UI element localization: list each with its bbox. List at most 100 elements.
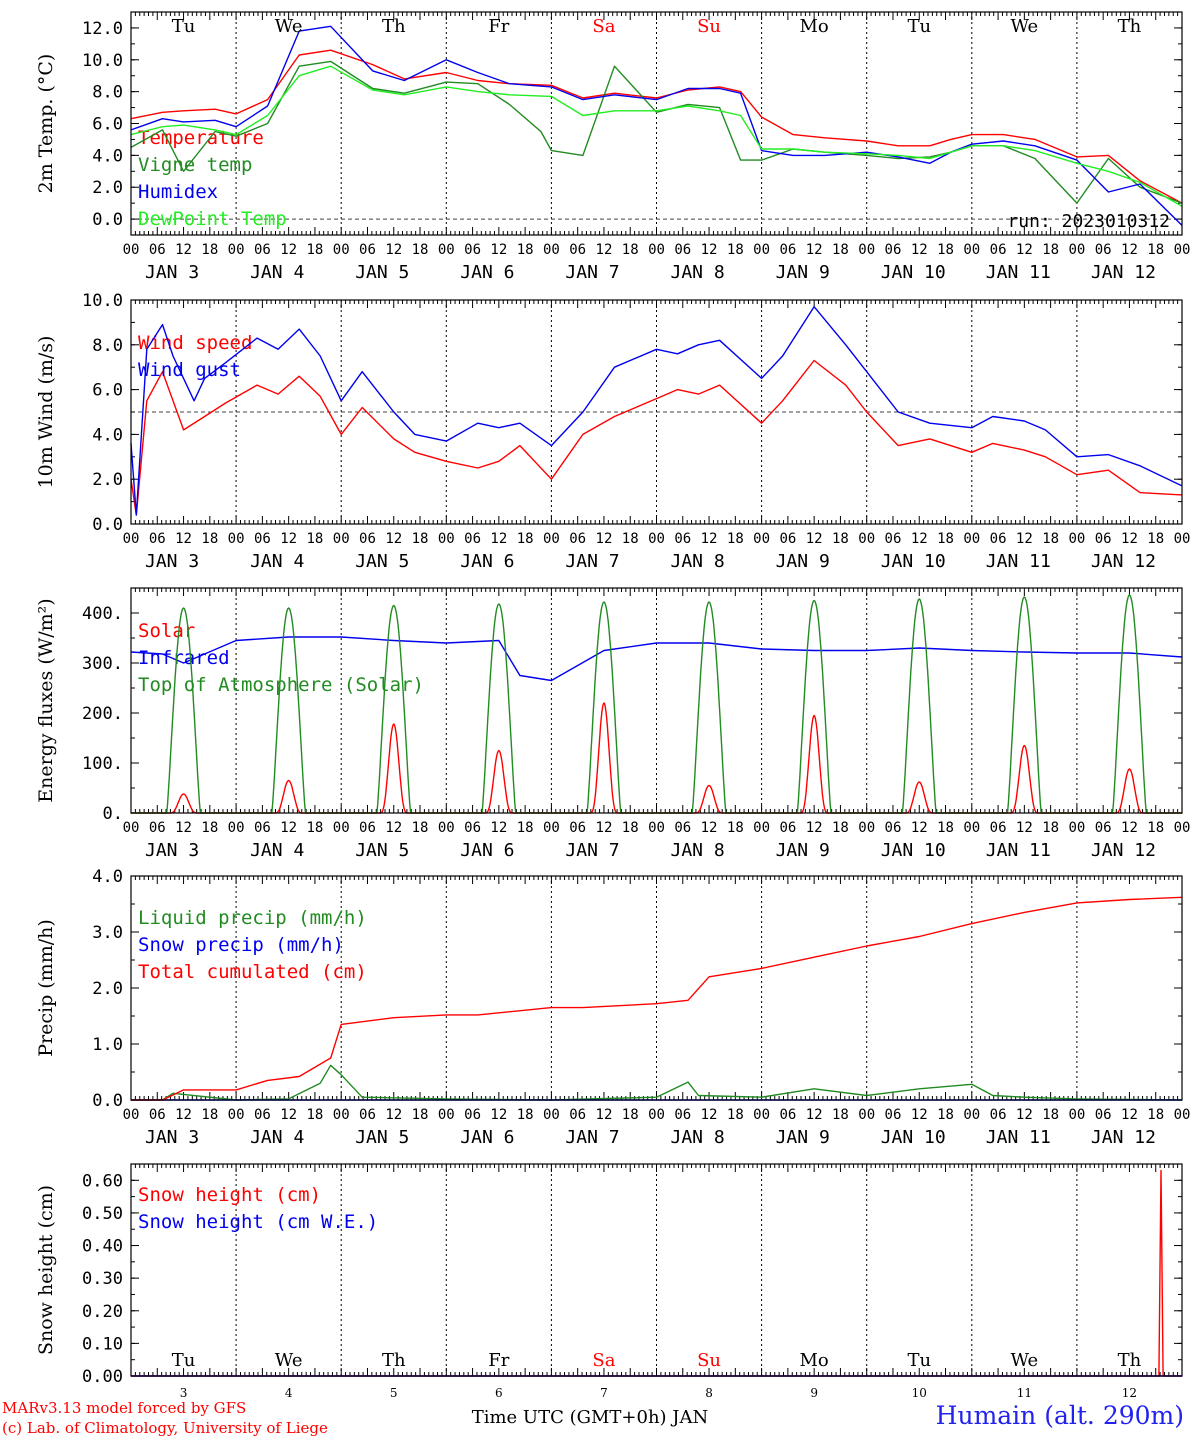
hour-tick-label: 12	[490, 531, 507, 547]
y-tick-label: 6.0	[92, 381, 123, 401]
day-number-label: 9	[810, 1386, 818, 1400]
hour-tick-label: 18	[937, 820, 954, 836]
legend-entry: Snow height (cm W.E.)	[138, 1211, 378, 1233]
day-number-label: 8	[705, 1386, 713, 1400]
date-label: JAN 5	[355, 551, 409, 572]
day-number-label: 4	[285, 1386, 293, 1400]
hour-tick-label: 18	[832, 820, 849, 836]
hour-tick-label: 12	[175, 820, 192, 836]
hour-tick-label: 00	[753, 820, 770, 836]
day-number-label: 10	[912, 1386, 927, 1400]
hour-tick-label: 00	[228, 531, 245, 547]
hour-tick-label: 06	[569, 531, 586, 547]
hour-tick-label: 12	[1121, 1107, 1138, 1123]
legend-entry: Solar	[138, 620, 195, 642]
series-line	[130, 65, 1183, 207]
y-tick-label: 10.0	[82, 51, 123, 71]
hour-tick-label: 00	[858, 820, 875, 836]
weekday-label: Th	[382, 1350, 406, 1371]
day-number-label: 5	[390, 1386, 398, 1400]
hour-tick-label: 18	[832, 242, 849, 258]
run-label: run: 2023010312	[1007, 211, 1170, 232]
hour-tick-label: 12	[596, 531, 613, 547]
y-axis-label: 2m Temp. (°C)	[35, 54, 57, 194]
weekday-label: We	[275, 16, 303, 37]
hour-tick-label: 06	[464, 820, 481, 836]
hour-tick-label: 12	[806, 1107, 823, 1123]
hour-tick-label: 00	[648, 242, 665, 258]
legend-entry: DewPoint Temp	[138, 208, 287, 230]
hour-tick-label: 18	[937, 1107, 954, 1123]
hour-tick-label: 18	[727, 242, 744, 258]
hour-tick-label: 00	[963, 820, 980, 836]
hour-tick-label: 18	[937, 242, 954, 258]
hour-tick-label: 18	[412, 820, 429, 836]
hour-tick-label: 06	[149, 1107, 166, 1123]
hour-tick-label: 00	[438, 820, 455, 836]
hour-tick-label: 00	[123, 242, 140, 258]
hour-tick-label: 12	[1121, 820, 1138, 836]
weekday-label: Mo	[800, 16, 829, 37]
date-label: JAN 4	[250, 262, 304, 283]
hour-tick-label: 18	[727, 1107, 744, 1123]
hour-tick-label: 12	[1016, 820, 1033, 836]
hour-tick-label: 12	[806, 531, 823, 547]
y-axis-label: Snow height (cm)	[35, 1185, 57, 1355]
y-tick-label: 0.0	[92, 210, 123, 230]
date-label: JAN 11	[986, 840, 1051, 861]
weekday-label: We	[1011, 1350, 1039, 1371]
weekday-label: Tu	[907, 16, 931, 37]
date-label: JAN 8	[671, 840, 725, 861]
hour-tick-label: 06	[254, 820, 271, 836]
hour-tick-label: 06	[885, 820, 902, 836]
date-label: JAN 9	[776, 262, 830, 283]
hour-tick-label: 18	[832, 531, 849, 547]
hour-tick-label: 12	[385, 1107, 402, 1123]
hour-tick-label: 18	[1147, 820, 1164, 836]
weekday-label: Fr	[488, 1350, 509, 1371]
date-label: JAN 8	[671, 262, 725, 283]
hour-tick-label: 18	[1147, 531, 1164, 547]
y-tick-label: 400.	[82, 604, 123, 624]
date-label: JAN 9	[776, 551, 830, 572]
y-axis-label: Precip (mm/h)	[35, 919, 57, 1057]
hour-tick-label: 06	[569, 820, 586, 836]
y-tick-label: 0.00	[82, 1367, 123, 1387]
date-label: JAN 5	[355, 262, 409, 283]
hour-tick-label: 00	[333, 820, 350, 836]
legend-entry: Infrared	[138, 647, 230, 669]
legend-entry: Snow height (cm)	[138, 1184, 321, 1206]
hour-tick-label: 12	[911, 1107, 928, 1123]
legend-entry: Top of Atmosphere (Solar)	[138, 674, 424, 696]
hour-tick-label: 06	[569, 1107, 586, 1123]
hour-tick-label: 06	[1095, 242, 1112, 258]
plot-frame	[130, 11, 1183, 236]
y-tick-label: 0.0	[92, 1091, 123, 1111]
hour-tick-label: 18	[1042, 820, 1059, 836]
hour-tick-label: 18	[306, 1107, 323, 1123]
hour-tick-label: 12	[806, 242, 823, 258]
hour-tick-label: 00	[963, 1107, 980, 1123]
date-label: JAN 11	[986, 1127, 1051, 1148]
hour-tick-label: 18	[622, 1107, 639, 1123]
plot-frame	[130, 299, 1183, 525]
hour-tick-label: 00	[648, 820, 665, 836]
hour-tick-label: 12	[596, 242, 613, 258]
hour-tick-label: 06	[254, 531, 271, 547]
hour-tick-label: 18	[201, 531, 218, 547]
hour-tick-label: 00	[753, 531, 770, 547]
date-label: JAN 10	[881, 551, 946, 572]
hour-tick-label: 18	[201, 242, 218, 258]
date-label: JAN 6	[460, 840, 514, 861]
hour-tick-label: 06	[779, 1107, 796, 1123]
legend-entry: Temperature	[138, 127, 264, 149]
date-label: JAN 10	[881, 1127, 946, 1148]
y-tick-label: 200.	[82, 704, 123, 724]
hour-tick-label: 18	[412, 1107, 429, 1123]
weekday-label: Sa	[592, 1350, 615, 1371]
hour-tick-label: 12	[385, 242, 402, 258]
day-number-label: 3	[180, 1386, 188, 1400]
y-tick-label: 2.0	[92, 979, 123, 999]
hour-tick-label: 06	[359, 820, 376, 836]
hour-tick-label: 00	[648, 531, 665, 547]
